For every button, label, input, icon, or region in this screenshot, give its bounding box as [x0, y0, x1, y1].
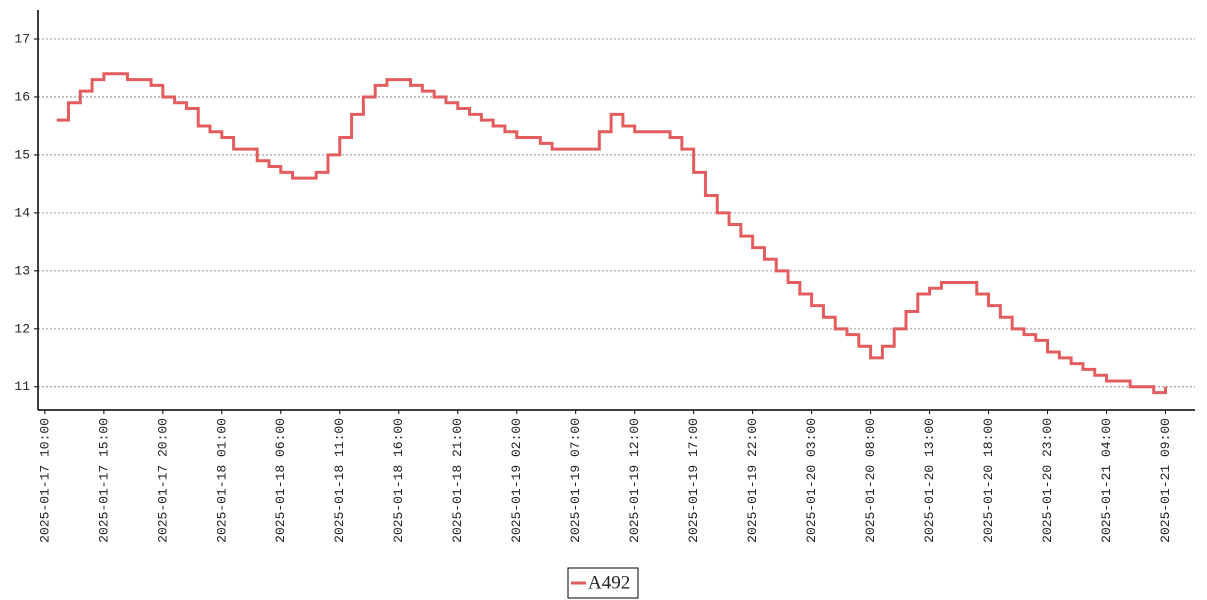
x-tick-label: 2025-01-17 20:00 — [155, 418, 170, 543]
x-tick-label: 2025-01-17 15:00 — [96, 418, 111, 543]
y-tick-label: 16 — [14, 89, 30, 104]
x-tick-label: 2025-01-21 09:00 — [1158, 418, 1173, 543]
x-tick-label: 2025-01-18 01:00 — [214, 418, 229, 543]
x-tick-label: 2025-01-18 11:00 — [332, 418, 347, 543]
x-tick-label: 2025-01-20 13:00 — [922, 418, 937, 543]
x-tick-label: 2025-01-19 17:00 — [686, 418, 701, 543]
x-tick-label: 2025-01-20 23:00 — [1040, 418, 1055, 543]
step-line — [56, 72, 1168, 395]
x-tick-label: 2025-01-19 22:00 — [745, 418, 760, 543]
y-tick-label: 12 — [14, 321, 30, 336]
x-tick-label: 2025-01-18 21:00 — [450, 418, 465, 543]
y-tick-label: 13 — [14, 263, 30, 278]
x-tick-label: 2025-01-20 18:00 — [981, 418, 996, 543]
y-tick-label: 15 — [14, 147, 30, 162]
x-tick-label: 2025-01-19 07:00 — [568, 418, 583, 543]
x-tick-label: 2025-01-19 02:00 — [509, 418, 524, 543]
y-tick-label: 11 — [14, 379, 30, 394]
legend-label: A492 — [588, 572, 630, 593]
y-tick-label: 14 — [14, 205, 30, 220]
x-tick-label: 2025-01-17 10:00 — [37, 418, 52, 543]
x-tick-label: 2025-01-21 04:00 — [1099, 418, 1114, 543]
x-tick-label: 2025-01-19 12:00 — [627, 418, 642, 543]
x-tick-label: 2025-01-20 08:00 — [863, 418, 878, 543]
y-tick-label: 17 — [14, 31, 30, 46]
x-tick-label: 2025-01-20 03:00 — [804, 418, 819, 543]
x-tick-label: 2025-01-18 06:00 — [273, 418, 288, 543]
legend: A492 — [567, 567, 639, 599]
x-tick-label: 2025-01-18 16:00 — [391, 418, 406, 543]
legend-box — [567, 567, 639, 599]
